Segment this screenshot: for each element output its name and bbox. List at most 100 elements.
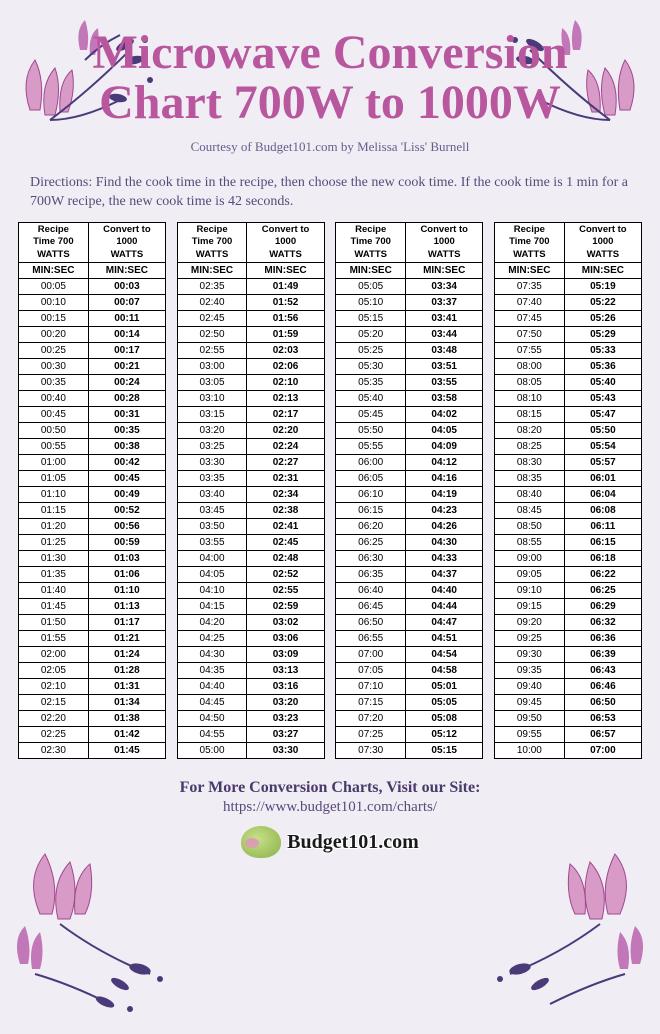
table-row: 05:4003:58 [336,391,483,407]
table-row: 03:5002:41 [177,519,324,535]
recipe-time-cell: 06:25 [336,535,406,551]
recipe-time-cell: 00:20 [19,327,89,343]
recipe-time-cell: 00:35 [19,375,89,391]
table-row: 00:5500:38 [19,439,166,455]
directions-text: Directions: Find the cook time in the re… [0,155,660,222]
convert-time-cell: 06:11 [564,519,641,535]
recipe-time-cell: 08:40 [494,487,564,503]
table-row: 01:3001:03 [19,551,166,567]
table-row: 03:0002:06 [177,359,324,375]
convert-time-cell: 06:15 [564,535,641,551]
convert-time-cell: 00:52 [88,503,165,519]
table-row: 02:5001:59 [177,327,324,343]
convert-time-cell: 02:34 [247,487,324,503]
recipe-time-cell: 04:05 [177,567,247,583]
convert-time-cell: 03:44 [406,327,483,343]
recipe-time-cell: 08:05 [494,375,564,391]
convert-time-cell: 02:27 [247,455,324,471]
recipe-time-cell: 03:25 [177,439,247,455]
convert-time-cell: 00:49 [88,487,165,503]
recipe-time-cell: 06:20 [336,519,406,535]
conversion-table-2: RecipeTime 700WATTSConvert to1000WATTSMI… [177,222,325,759]
convert-time-cell: 02:10 [247,375,324,391]
convert-time-cell: 06:22 [564,567,641,583]
table-subheader: MIN:SEC [19,263,89,279]
convert-time-cell: 04:58 [406,663,483,679]
convert-time-cell: 06:01 [564,471,641,487]
conversion-table-1: RecipeTime 700WATTSConvert to1000WATTSMI… [18,222,166,759]
table-row: 08:5006:11 [494,519,641,535]
table-row: 06:5504:51 [336,631,483,647]
recipe-time-cell: 07:25 [336,727,406,743]
table-row: 08:4006:04 [494,487,641,503]
recipe-time-cell: 07:20 [336,711,406,727]
recipe-time-cell: 02:10 [19,679,89,695]
convert-time-cell: 04:51 [406,631,483,647]
recipe-time-cell: 02:50 [177,327,247,343]
convert-time-cell: 01:03 [88,551,165,567]
table-row: 01:2500:59 [19,535,166,551]
recipe-time-cell: 05:25 [336,343,406,359]
recipe-time-cell: 03:00 [177,359,247,375]
subtitle: Courtesy of Budget101.com by Melissa 'Li… [0,139,660,155]
table-row: 08:4506:08 [494,503,641,519]
convert-time-cell: 00:35 [88,423,165,439]
convert-time-cell: 04:54 [406,647,483,663]
recipe-time-cell: 01:35 [19,567,89,583]
recipe-time-cell: 00:45 [19,407,89,423]
pig-icon [241,826,281,858]
convert-time-cell: 01:42 [88,727,165,743]
recipe-time-cell: 04:30 [177,647,247,663]
table-row: 01:1000:49 [19,487,166,503]
convert-time-cell: 05:47 [564,407,641,423]
recipe-time-cell: 03:20 [177,423,247,439]
table-row: 00:5000:35 [19,423,166,439]
recipe-time-cell: 08:30 [494,455,564,471]
table-row: 02:3001:45 [19,743,166,759]
table-row: 06:0004:12 [336,455,483,471]
table-row: 07:1505:05 [336,695,483,711]
table-row: 03:2502:24 [177,439,324,455]
table-row: 01:3501:06 [19,567,166,583]
table-row: 04:2003:02 [177,615,324,631]
table-row: 00:4000:28 [19,391,166,407]
convert-time-cell: 06:46 [564,679,641,695]
recipe-time-cell: 02:45 [177,311,247,327]
convert-time-cell: 03:58 [406,391,483,407]
recipe-time-cell: 07:00 [336,647,406,663]
table-subheader: MIN:SEC [494,263,564,279]
convert-time-cell: 04:30 [406,535,483,551]
table-subheader: MIN:SEC [336,263,406,279]
convert-time-cell: 04:40 [406,583,483,599]
convert-time-cell: 02:48 [247,551,324,567]
table-row: 05:4504:02 [336,407,483,423]
recipe-time-cell: 09:25 [494,631,564,647]
recipe-time-cell: 03:50 [177,519,247,535]
recipe-time-cell: 06:10 [336,487,406,503]
table-row: 01:4501:13 [19,599,166,615]
table-row: 09:5506:57 [494,727,641,743]
convert-time-cell: 01:49 [247,279,324,295]
table-row: 05:5004:05 [336,423,483,439]
table-row: 04:5003:23 [177,711,324,727]
recipe-time-cell: 09:55 [494,727,564,743]
table-row: 04:3003:09 [177,647,324,663]
convert-time-cell: 00:42 [88,455,165,471]
table-row: 06:5004:47 [336,615,483,631]
convert-time-cell: 02:38 [247,503,324,519]
recipe-time-cell: 08:55 [494,535,564,551]
recipe-time-cell: 03:05 [177,375,247,391]
recipe-time-cell: 04:50 [177,711,247,727]
table-row: 08:3005:57 [494,455,641,471]
convert-time-cell: 04:26 [406,519,483,535]
convert-time-cell: 02:52 [247,567,324,583]
recipe-time-cell: 07:55 [494,343,564,359]
table-header-recipe: RecipeTime 700WATTS [177,222,247,262]
table-row: 00:0500:03 [19,279,166,295]
recipe-time-cell: 02:40 [177,295,247,311]
table-row: 04:4003:16 [177,679,324,695]
table-subheader: MIN:SEC [177,263,247,279]
recipe-time-cell: 06:55 [336,631,406,647]
recipe-time-cell: 07:05 [336,663,406,679]
table-row: 08:2505:54 [494,439,641,455]
